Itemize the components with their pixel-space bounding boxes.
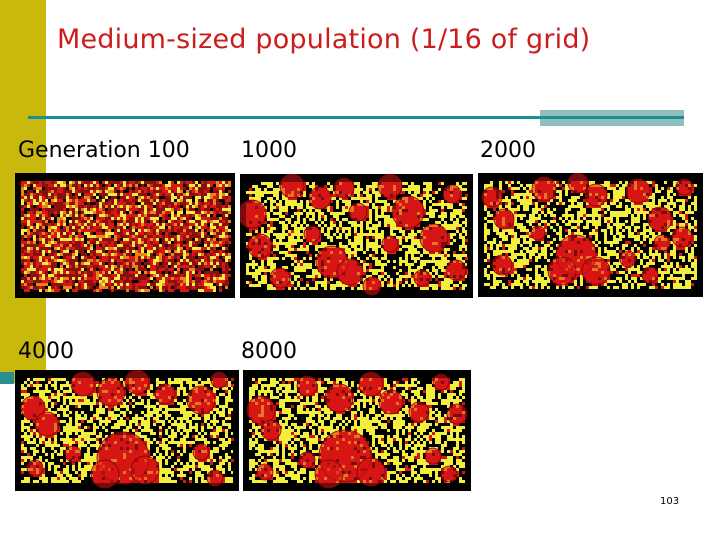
panel-label-gen-2000: 2000 [480,138,536,163]
panel-image-gen-1000 [240,174,473,298]
panel-image-gen-4000 [15,370,239,491]
panel-image-gen-100 [15,173,235,298]
panel-image-gen-8000 [243,370,471,491]
panel-label-gen-100: Generation 100 [18,138,190,163]
panel-label-gen-4000: 4000 [18,339,74,364]
slide-title: Medium-sized population (1/16 of grid) [57,24,591,55]
panel-image-gen-2000 [478,173,703,297]
population-grid-gen-2000 [478,173,703,297]
panel-label-gen-1000: 1000 [241,138,297,163]
population-grid-gen-4000 [15,370,239,491]
population-grid-gen-1000 [240,174,473,298]
page-number: 103 [660,496,680,507]
title-rule [28,116,680,119]
title-rule-block [540,110,684,126]
population-grid-gen-100 [15,173,235,298]
accent-bar-marker [0,372,14,384]
panel-label-gen-8000: 8000 [241,339,297,364]
population-grid-gen-8000 [243,370,471,491]
